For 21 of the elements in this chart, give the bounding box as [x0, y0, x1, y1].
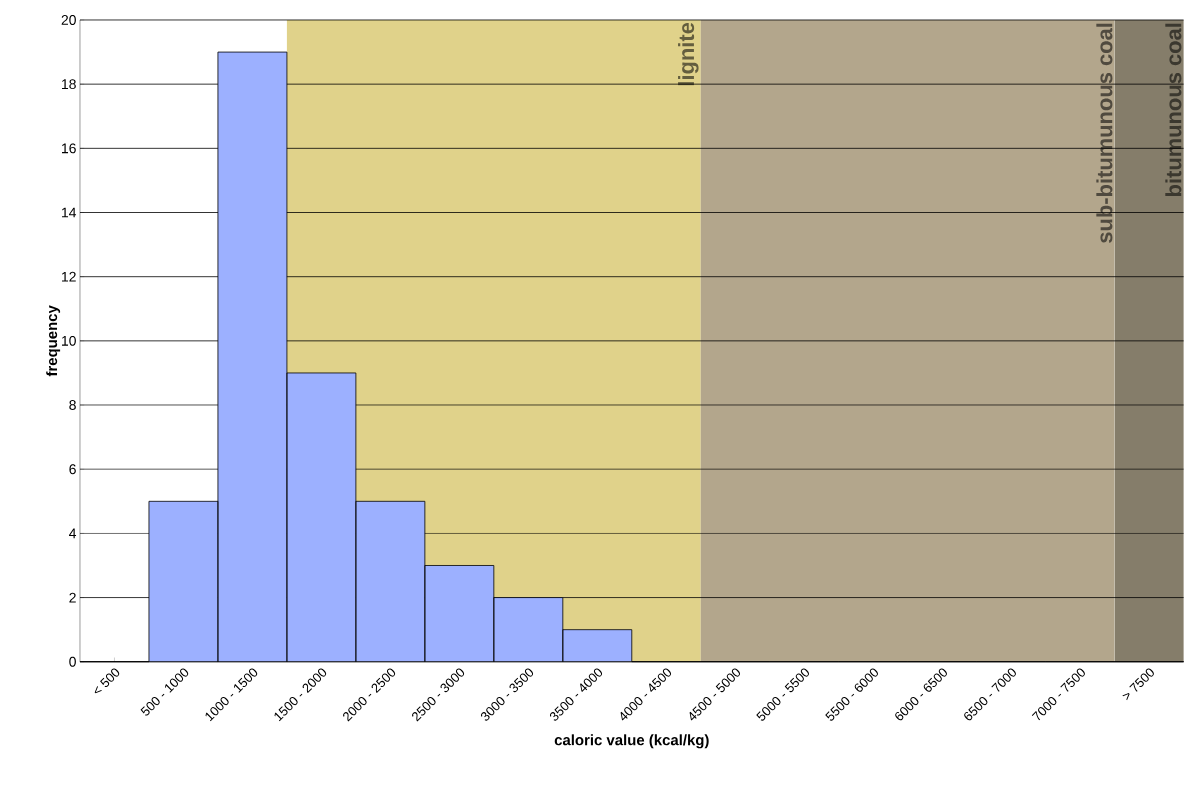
y-tick-label: 18 — [62, 79, 76, 90]
y-tick-label: 16 — [62, 143, 76, 154]
y-tick-label: 12 — [62, 271, 76, 282]
y-tick-label: 10 — [62, 336, 76, 346]
x-tick-label: < 500 — [94, 668, 120, 694]
y-tick-label: 0 — [69, 656, 76, 667]
band-label: lignite — [678, 23, 699, 86]
y-axis-title: frequency — [46, 305, 61, 377]
y-tick-label: 14 — [62, 207, 77, 218]
bar — [355, 501, 426, 663]
bar — [286, 372, 357, 663]
band-label: bitumunous coal — [1165, 23, 1182, 197]
y-tick-label: 6 — [69, 464, 76, 475]
y-tick-label: 2 — [69, 592, 76, 603]
y-tick-label: 8 — [69, 400, 76, 411]
y-tick-label: 20 — [61, 15, 76, 26]
y-tick-label: 4 — [69, 528, 77, 539]
bar — [217, 51, 288, 663]
bar — [148, 501, 219, 663]
band-label: sub-bitumunous coal — [1096, 23, 1113, 244]
x-axis-title: caloric value (kcal/kg) — [554, 734, 709, 749]
